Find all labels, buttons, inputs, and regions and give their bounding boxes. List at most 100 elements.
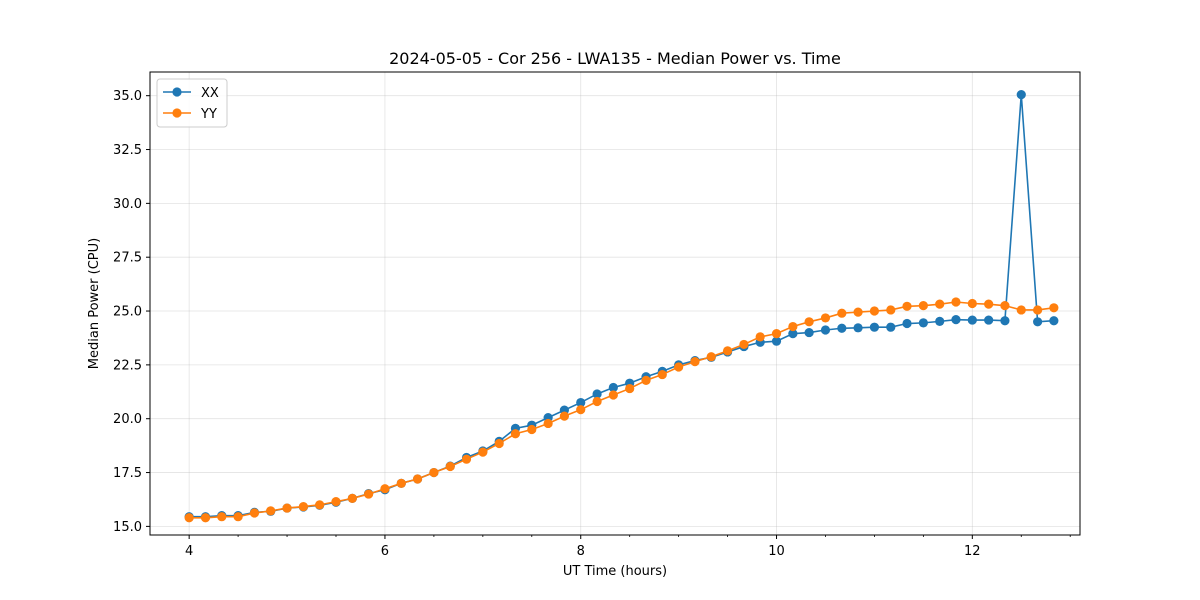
data-point-yy <box>282 503 292 513</box>
y-tick-label: 32.5 <box>113 143 142 158</box>
data-point-yy <box>363 489 374 499</box>
y-tick-label: 25.0 <box>113 305 142 320</box>
y-tick-label: 20.0 <box>113 412 142 427</box>
data-point-yy <box>788 321 798 332</box>
data-point-yy <box>984 299 994 309</box>
data-point-yy <box>837 308 847 318</box>
data-point-xx <box>1000 316 1010 326</box>
data-point-yy <box>380 484 390 494</box>
data-point-yy <box>233 512 243 522</box>
data-point-yy <box>690 357 700 367</box>
legend-marker-xx <box>172 87 182 97</box>
y-tick-label: 27.5 <box>113 251 142 266</box>
data-point-xx <box>869 322 880 332</box>
data-point-xx <box>984 315 994 325</box>
data-point-yy <box>967 298 977 309</box>
data-point-yy <box>543 418 553 429</box>
data-point-xx <box>820 325 831 335</box>
data-point-yy <box>412 474 423 484</box>
data-point-yy <box>559 411 569 421</box>
plot-area-frame <box>149 71 1081 536</box>
data-point-yy <box>1033 305 1043 315</box>
data-point-yy <box>347 493 357 503</box>
legend-label-yy: YY <box>200 107 217 122</box>
data-point-yy <box>918 301 928 311</box>
data-point-xx <box>608 382 618 393</box>
data-point-yy <box>200 513 211 523</box>
data-point-xx <box>967 315 977 325</box>
x-tick-label: 12 <box>964 544 981 559</box>
data-point-xx <box>886 322 896 332</box>
grid-lines <box>150 72 1080 535</box>
data-point-yy <box>298 501 309 512</box>
data-series <box>184 90 1059 523</box>
data-point-yy <box>853 307 863 317</box>
data-point-yy <box>249 508 260 518</box>
data-point-yy <box>576 405 586 415</box>
data-point-yy <box>266 506 276 516</box>
y-tick-label: 17.5 <box>113 466 142 481</box>
data-point-yy <box>1000 301 1010 311</box>
data-point-xx <box>771 336 782 346</box>
data-point-yy <box>820 313 831 323</box>
data-point-yy <box>886 305 896 315</box>
data-point-yy <box>869 306 880 316</box>
x-tick-label: 6 <box>381 544 389 559</box>
axis-ticks: 4 6 8 10 12 15.0 17.5 20.0 22.5 25.0 27.5 30.0 32.5 3… <box>113 89 1071 559</box>
data-point-xx <box>935 316 945 326</box>
data-point-xx <box>804 327 814 338</box>
data-point-yy <box>510 429 521 439</box>
legend-marker-yy <box>172 108 182 118</box>
data-point-yy <box>1049 303 1059 313</box>
data-point-yy <box>1016 305 1026 315</box>
data-point-yy <box>771 329 782 339</box>
x-tick-label: 8 <box>577 544 585 559</box>
data-point-yy <box>722 346 733 356</box>
data-point-xx <box>1016 90 1026 100</box>
x-tick-label: 4 <box>185 544 193 559</box>
data-point-yy <box>494 438 504 449</box>
data-point-yy <box>331 497 341 507</box>
y-axis-label: Median Power (CPU) <box>87 238 102 369</box>
data-point-yy <box>608 390 618 400</box>
data-point-yy <box>445 461 455 472</box>
data-point-yy <box>217 512 227 522</box>
data-point-yy <box>935 299 945 309</box>
y-tick-label: 15.0 <box>113 520 142 535</box>
data-point-yy <box>804 317 814 327</box>
data-point-yy <box>739 339 749 350</box>
data-point-yy <box>625 383 635 394</box>
data-point-yy <box>527 424 537 435</box>
data-point-xx <box>951 315 961 325</box>
chart-title: 2024-05-05 - Cor 256 - LWA135 - Median P… <box>389 49 841 68</box>
data-point-xx <box>592 389 602 399</box>
legend-label-xx: XX <box>201 86 219 101</box>
x-tick-label: 10 <box>768 544 785 559</box>
data-point-xx <box>576 397 586 408</box>
data-point-xx <box>1049 316 1059 326</box>
data-point-yy <box>674 362 684 372</box>
x-axis-label: UT Time (hours) <box>563 564 667 579</box>
data-point-xx <box>902 318 912 329</box>
data-point-yy <box>657 369 667 380</box>
data-point-yy <box>429 467 439 478</box>
data-point-xx <box>918 318 928 328</box>
data-point-yy <box>592 396 602 407</box>
data-point-yy <box>184 513 194 523</box>
y-tick-label: 22.5 <box>113 358 142 373</box>
data-point-yy <box>902 301 912 311</box>
data-point-xx <box>1033 317 1043 327</box>
data-point-yy <box>951 297 961 307</box>
legend: XX YY <box>156 78 228 128</box>
data-point-yy <box>315 500 325 510</box>
data-point-yy <box>641 375 651 385</box>
data-point-yy <box>706 352 716 362</box>
y-tick-label: 35.0 <box>113 89 142 104</box>
data-point-yy <box>755 332 765 342</box>
data-point-xx <box>788 329 798 339</box>
data-point-yy <box>478 447 488 457</box>
data-point-xx <box>853 323 863 333</box>
data-point-yy <box>396 478 406 488</box>
y-tick-label: 30.0 <box>113 197 142 212</box>
